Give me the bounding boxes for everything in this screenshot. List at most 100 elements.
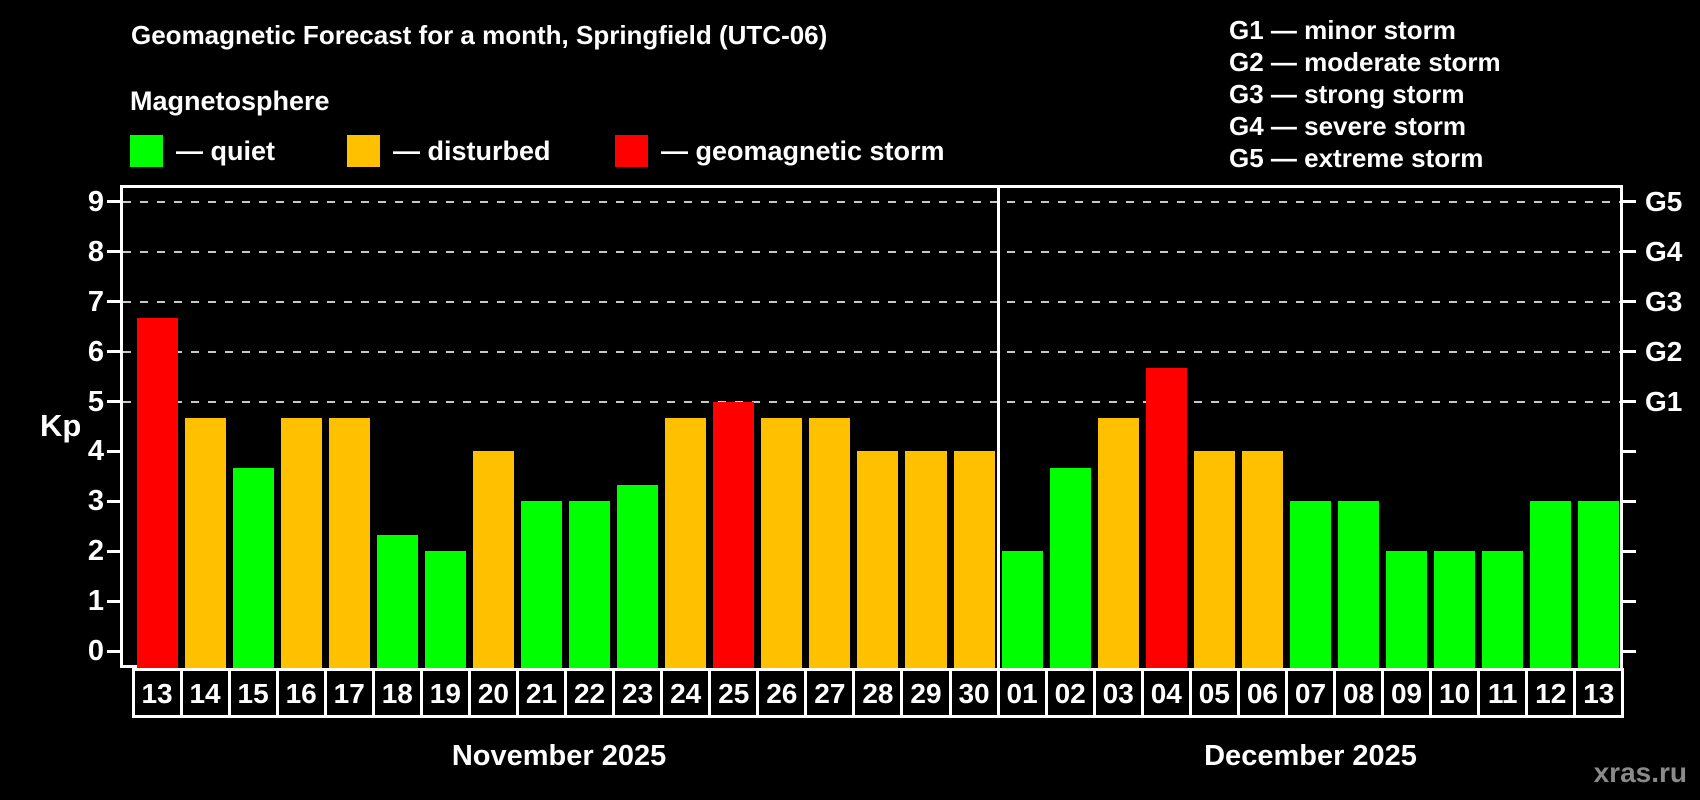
storm-scale-line-5: G5 — extreme storm (1229, 143, 1484, 173)
storm-legend-label: — geomagnetic storm (661, 136, 945, 166)
kp-bar-dec-09 (1386, 551, 1428, 668)
y-tick-label-3: 3 (87, 485, 104, 518)
y-tick-label-8: 8 (87, 235, 104, 268)
storm-scale-line-1: G1 — minor storm (1229, 15, 1456, 45)
day-label-nov-18: 18 (371, 668, 423, 718)
y-axis-tick-right (1623, 499, 1636, 503)
kp-bar-nov-18 (376, 534, 418, 668)
g-axis-label-g5: G5 (1645, 185, 1683, 217)
day-label-nov-25: 25 (708, 668, 760, 718)
kp-bar-nov-13 (136, 318, 178, 668)
disturbed-legend-swatch (347, 135, 380, 167)
day-label-dec-01: 01 (996, 668, 1048, 718)
kp-bar-nov-27 (809, 417, 851, 668)
day-label-nov-28: 28 (852, 668, 904, 718)
y-tick-label-5: 5 (87, 385, 104, 418)
day-label-dec-04: 04 (1140, 668, 1192, 718)
gridline-g2 (123, 350, 1620, 353)
g-axis-label-g1: G1 (1645, 385, 1683, 417)
y-axis-tick-left (107, 300, 120, 304)
day-label-nov-13: 13 (131, 668, 183, 718)
kp-bar-nov-17 (328, 417, 370, 668)
storm-legend-swatch (615, 135, 648, 167)
day-label-dec-07: 07 (1284, 668, 1336, 718)
kp-bar-dec-02 (1049, 467, 1091, 668)
kp-bar-dec-03 (1097, 417, 1139, 668)
kp-bar-nov-16 (280, 417, 322, 668)
day-label-dec-09: 09 (1381, 668, 1433, 718)
quiet-legend-swatch (130, 135, 163, 167)
kp-bar-nov-26 (761, 417, 803, 668)
kp-bar-nov-14 (184, 417, 226, 668)
day-label-nov-16: 16 (275, 668, 327, 718)
kp-bar-dec-07 (1289, 501, 1331, 668)
gridline-g4 (123, 250, 1620, 253)
g-axis-label-g2: G2 (1645, 335, 1683, 367)
kp-bar-dec-12 (1530, 501, 1572, 668)
y-tick-label-1: 1 (87, 585, 104, 618)
y-axis-tick-left (107, 200, 120, 204)
day-label-nov-27: 27 (804, 668, 856, 718)
kp-bar-dec-13 (1578, 501, 1620, 668)
y-axis-tick-right (1623, 400, 1636, 403)
kp-bar-nov-30 (953, 451, 995, 668)
y-tick-label-7: 7 (87, 285, 104, 318)
kp-bar-nov-25 (713, 401, 755, 668)
kp-bar-nov-19 (424, 551, 466, 668)
gridline-g3 (123, 300, 1620, 303)
kp-bar-dec-01 (1001, 551, 1043, 668)
y-axis-tick-right (1623, 200, 1636, 204)
kp-bar-nov-22 (569, 501, 611, 668)
storm-scale-line-3: G3 — strong storm (1229, 79, 1465, 109)
day-label-nov-30: 30 (948, 668, 1000, 718)
day-label-nov-22: 22 (564, 668, 616, 718)
kp-bar-nov-29 (905, 451, 947, 668)
day-label-dec-12: 12 (1525, 668, 1577, 718)
kp-bar-nov-24 (665, 417, 707, 668)
y-axis-tick-left (107, 549, 120, 553)
g-axis-label-g4: G4 (1645, 235, 1683, 267)
chart-title: Geomagnetic Forecast for a month, Spring… (131, 20, 828, 50)
y-axis-tick-right (1623, 649, 1636, 653)
kp-bar-nov-28 (857, 451, 899, 668)
storm-scale-line-2: G2 — moderate storm (1229, 47, 1501, 77)
y-tick-label-6: 6 (87, 335, 104, 368)
bottom-axis-stub (120, 665, 137, 668)
day-label-nov-26: 26 (756, 668, 808, 718)
day-label-nov-19: 19 (419, 668, 471, 718)
y-axis-tick-left (107, 400, 120, 403)
storm-scale-line-4: G4 — severe storm (1229, 111, 1467, 141)
y-axis-tick-right (1623, 250, 1636, 254)
month-label-november: November 2025 (451, 740, 667, 772)
day-label-dec-02: 02 (1044, 668, 1096, 718)
day-label-nov-15: 15 (227, 668, 279, 718)
kp-bar-dec-06 (1241, 451, 1283, 668)
disturbed-legend-label: — disturbed (393, 136, 551, 166)
day-label-nov-20: 20 (467, 668, 519, 718)
y-axis-tick-left (107, 649, 120, 653)
y-axis-tick-left (107, 599, 120, 603)
y-axis-tick-left (107, 350, 120, 354)
day-label-nov-24: 24 (660, 668, 712, 718)
day-label-dec-03: 03 (1092, 668, 1144, 718)
day-label-nov-21: 21 (515, 668, 568, 718)
kp-bar-nov-23 (617, 484, 659, 668)
month-divider (997, 188, 1001, 668)
month-label-december: December 2025 (1204, 740, 1417, 772)
kp-bar-nov-15 (232, 467, 274, 668)
day-label-dec-08: 08 (1333, 668, 1385, 718)
y-axis-tick-right (1623, 549, 1636, 553)
day-label-nov-17: 17 (323, 668, 375, 718)
gridline-g5 (123, 200, 1620, 203)
y-tick-label-2: 2 (87, 535, 104, 568)
y-axis-title: Kp (40, 408, 82, 443)
plot-area (120, 185, 1623, 668)
day-label-nov-29: 29 (900, 668, 952, 718)
y-tick-label-9: 9 (87, 185, 104, 218)
y-axis-tick-right (1623, 599, 1636, 603)
watermark: xras.ru (1593, 757, 1687, 788)
kp-bar-nov-20 (472, 451, 514, 668)
y-tick-label-4: 4 (87, 435, 104, 468)
y-axis-tick-left (107, 499, 120, 503)
